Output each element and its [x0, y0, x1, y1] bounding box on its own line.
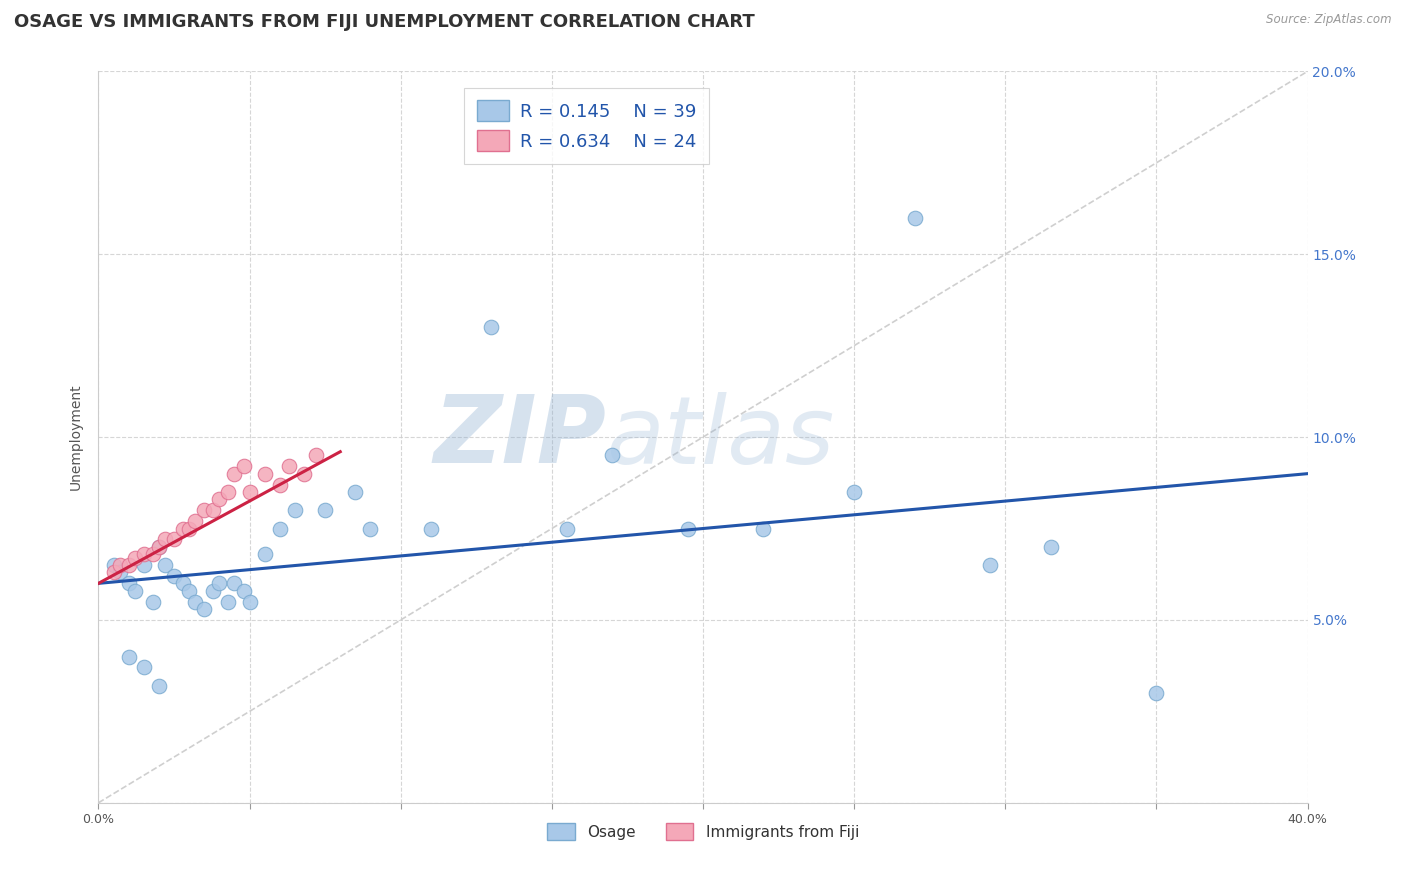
Point — [555, 521, 578, 535]
Point — [1144, 686, 1167, 700]
Point — [269, 477, 291, 491]
Point — [148, 540, 170, 554]
Point — [172, 576, 194, 591]
Point — [481, 320, 503, 334]
Point — [979, 558, 1001, 573]
Point — [108, 558, 131, 573]
Point — [148, 540, 170, 554]
Point — [163, 569, 186, 583]
Point — [118, 576, 141, 591]
Y-axis label: Unemployment: Unemployment — [69, 384, 83, 491]
Point — [253, 547, 276, 561]
Point — [202, 503, 225, 517]
Point — [904, 211, 927, 225]
Point — [284, 503, 307, 517]
Point — [208, 492, 231, 507]
Point — [292, 467, 315, 481]
Point — [142, 547, 165, 561]
Point — [108, 566, 131, 580]
Point — [193, 503, 215, 517]
Point — [232, 459, 254, 474]
Point — [224, 467, 246, 481]
Point — [179, 521, 201, 535]
Point — [602, 448, 624, 462]
Point — [208, 576, 231, 591]
Point — [844, 485, 866, 500]
Point — [217, 594, 239, 608]
Text: ZIP: ZIP — [433, 391, 606, 483]
Point — [420, 521, 443, 535]
Point — [360, 521, 382, 535]
Point — [132, 547, 155, 561]
Point — [314, 503, 336, 517]
Point — [118, 649, 141, 664]
Point — [752, 521, 775, 535]
Point — [1039, 540, 1062, 554]
Point — [163, 533, 186, 547]
Point — [179, 583, 201, 598]
Point — [132, 660, 155, 674]
Point — [124, 583, 146, 598]
Point — [172, 521, 194, 535]
Point — [124, 550, 146, 565]
Point — [148, 679, 170, 693]
Point — [232, 583, 254, 598]
Text: OSAGE VS IMMIGRANTS FROM FIJI UNEMPLOYMENT CORRELATION CHART: OSAGE VS IMMIGRANTS FROM FIJI UNEMPLOYME… — [14, 13, 755, 31]
Point — [344, 485, 367, 500]
Point — [184, 594, 207, 608]
Legend: Osage, Immigrants from Fiji: Osage, Immigrants from Fiji — [541, 816, 865, 847]
Point — [118, 558, 141, 573]
Point — [277, 459, 299, 474]
Point — [132, 558, 155, 573]
Point — [103, 566, 125, 580]
Point — [253, 467, 276, 481]
Text: atlas: atlas — [606, 392, 835, 483]
Point — [142, 594, 165, 608]
Point — [269, 521, 291, 535]
Point — [224, 576, 246, 591]
Point — [202, 583, 225, 598]
Point — [305, 448, 328, 462]
Point — [239, 485, 262, 500]
Point — [193, 602, 215, 616]
Point — [153, 533, 176, 547]
Point — [103, 558, 125, 573]
Text: Source: ZipAtlas.com: Source: ZipAtlas.com — [1267, 13, 1392, 27]
Point — [239, 594, 262, 608]
Point — [184, 514, 207, 528]
Point — [217, 485, 239, 500]
Point — [153, 558, 176, 573]
Point — [676, 521, 699, 535]
